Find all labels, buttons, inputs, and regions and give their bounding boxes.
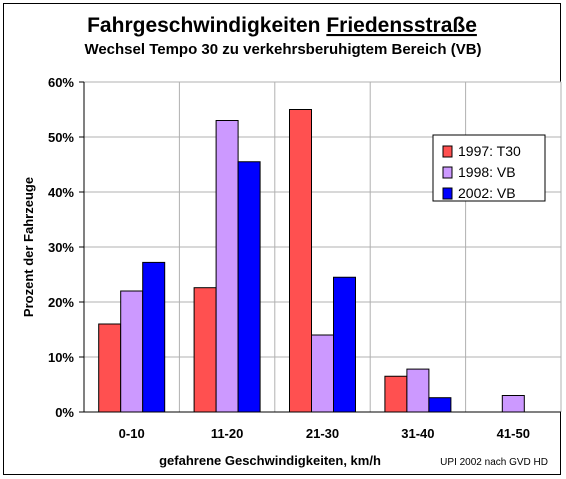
bar-31-40-series-3 bbox=[428, 397, 452, 413]
x-tick-label: 41-50 bbox=[497, 426, 530, 441]
legend-label: 2002: VB bbox=[458, 185, 516, 201]
y-tick-label: 30% bbox=[48, 240, 74, 255]
y-tick-label: 60% bbox=[48, 75, 74, 90]
bar-31-40-series-2 bbox=[406, 368, 430, 413]
credit-text: UPI 2002 nach GVD HD bbox=[440, 457, 548, 468]
x-tick-label: 21-30 bbox=[306, 426, 339, 441]
chart-title-street: Friedensstraße bbox=[326, 14, 477, 37]
legend-swatch bbox=[442, 187, 453, 200]
bar-11-20-series-2 bbox=[215, 120, 239, 413]
y-tick-label: 0% bbox=[55, 405, 74, 420]
bar-21-30-series-1 bbox=[289, 109, 312, 413]
chart-title-prefix: Fahrgeschwindigkeiten bbox=[87, 14, 326, 37]
legend-swatch bbox=[442, 145, 453, 158]
bar-11-20-series-3 bbox=[237, 161, 261, 413]
y-tick-label: 40% bbox=[48, 185, 74, 200]
bar-31-40-series-1 bbox=[384, 375, 408, 413]
bar-0-10-series-1 bbox=[98, 323, 122, 413]
bar-0-10-series-3 bbox=[142, 261, 166, 413]
y-axis-label: Prozent der Fahrzeuge bbox=[21, 177, 36, 317]
bar-11-20-series-1 bbox=[193, 287, 217, 413]
y-tick-label: 50% bbox=[48, 130, 74, 145]
x-tick-labels: 0-10 11-20 21-30 31-40 41-50 bbox=[119, 426, 530, 441]
x-axis-label: gefahrene Geschwindigkeiten, km/h bbox=[159, 453, 381, 468]
legend-label: 1997: T30 bbox=[458, 143, 521, 159]
chart-title: Fahrgeschwindigkeiten Friedensstraße bbox=[87, 14, 477, 37]
legend-label: 1998: VB bbox=[458, 164, 516, 180]
bars bbox=[98, 109, 525, 413]
x-tick-label: 11-20 bbox=[211, 426, 244, 441]
y-tick-label: 10% bbox=[48, 350, 74, 365]
y-tick-labels: 0% 10% 20% 30% 40% 50% 60% bbox=[48, 75, 84, 420]
x-tick-label: 31-40 bbox=[401, 426, 434, 441]
chart-subtitle: Wechsel Tempo 30 zu verkehrsberuhigtem B… bbox=[84, 41, 481, 58]
x-tick-label: 0-10 bbox=[119, 426, 145, 441]
bar-41-50-series-2 bbox=[501, 395, 525, 413]
legend-swatch bbox=[442, 166, 453, 179]
y-tick-label: 20% bbox=[48, 295, 74, 310]
legend-items: 1997: T30 1998: VB 2002: VB bbox=[442, 143, 521, 201]
bar-21-30-series-2 bbox=[311, 334, 334, 413]
bar-0-10-series-2 bbox=[120, 290, 144, 413]
legend: 1997: T30 1998: VB 2002: VB bbox=[432, 134, 546, 202]
bar-21-30-series-3 bbox=[333, 276, 356, 413]
